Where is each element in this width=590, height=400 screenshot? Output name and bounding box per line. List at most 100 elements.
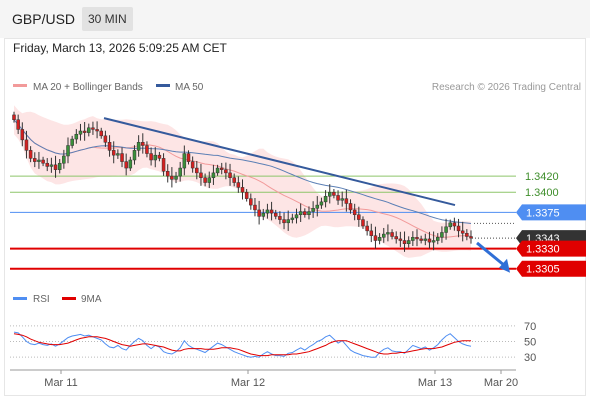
candle [348,199,353,214]
moving-averages [13,119,472,238]
candle-body [386,232,390,235]
candle-body [315,204,320,209]
legend-label-rsi-ma: 9MA [81,294,102,305]
candle-body [344,198,349,204]
candle [332,188,336,199]
candle [269,201,274,221]
level-tag-text-1.3330: 1.3330 [526,244,560,256]
candle [315,196,320,217]
candle-body [120,153,124,162]
candle-body [91,127,95,130]
candle [398,231,403,247]
candle-body [365,225,369,232]
candle [103,130,108,147]
candle-body [207,177,212,183]
candle [87,123,91,137]
candle-body [456,225,461,232]
candle [161,153,166,176]
candle [273,209,278,220]
candle [37,151,41,169]
candle [57,159,62,174]
candle-body [307,211,311,216]
candle [427,231,432,249]
candle-body [149,153,153,161]
candle-body [390,232,394,237]
candle-body [116,153,120,156]
legend-label-ma20: MA 20 + Bollinger Bands [33,82,143,93]
candle [124,153,128,176]
legend-main: MA 20 + Bollinger Bands MA 50 [13,82,204,93]
candle [377,233,382,245]
candle-body [78,130,83,135]
trendline-line [103,117,456,207]
candle-body [57,162,62,170]
candle-body [195,167,199,174]
candle [174,171,178,184]
candle-body [236,182,241,188]
timeframe-button[interactable]: 30 MIN [82,7,133,31]
candle [456,218,461,238]
candle-body [411,237,415,241]
candle [190,156,195,173]
candle-body [402,240,407,244]
candle [249,193,253,210]
candle-body [70,138,74,146]
candle-body [24,139,29,151]
symbol-label: GBP/USD [12,11,76,27]
candle-body [282,219,286,224]
legend-swatch-rsi [13,297,27,300]
candle-body [352,209,357,216]
candle-body [452,222,457,227]
rsi-panel: 70 50 30 [10,321,536,364]
candle [344,189,349,212]
candle [107,135,112,157]
candle [211,164,216,185]
candle [228,163,232,186]
candle-body [311,208,315,212]
credit-text: Research © 2026 Trading Central [432,82,581,93]
candle-body [257,209,261,217]
candle-body [174,175,178,180]
candle [265,203,270,219]
legend-swatch-ma50 [156,84,170,87]
candle-body [95,129,99,132]
candle-body [153,154,158,161]
rsi-line [13,331,472,358]
candle [24,130,29,159]
candle-body [398,238,403,241]
candle [199,163,203,186]
candle-body [53,164,58,170]
level-tag-text-1.3305: 1.3305 [526,264,560,276]
candle [116,149,120,159]
candle [286,210,290,231]
candle [357,206,361,227]
candle [352,203,357,221]
datetime-label: Friday, March 13, 2026 5:09:25 AM CET [13,41,227,55]
candle-body [373,235,378,241]
candle-body [141,142,145,146]
candle [419,235,423,244]
candle [195,160,199,180]
candle-body [170,175,174,180]
candle [95,121,99,139]
candle-body [74,133,79,140]
legend-label-rsi: RSI [33,294,50,305]
candle [373,226,378,249]
candle [436,233,440,245]
candle-body [107,142,112,151]
candle [178,161,182,182]
candle [294,208,299,224]
candle [66,137,70,164]
legend-swatch-rsi-ma [62,297,76,300]
candle [282,212,286,230]
candle-body [128,159,133,169]
forecast-arrow-shaft [476,241,507,268]
candle [215,164,220,176]
candle [16,114,20,135]
candle-body [303,211,307,216]
candle-body [253,204,257,211]
candle [232,173,236,187]
x-label-Mar 12: Mar 12 [231,377,265,389]
candle [319,197,324,209]
